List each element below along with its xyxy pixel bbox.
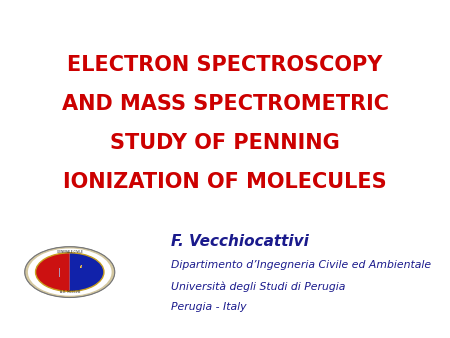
Polygon shape (70, 253, 104, 291)
Text: AND MASS SPECTROMETRIC: AND MASS SPECTROMETRIC (62, 94, 388, 114)
Ellipse shape (25, 247, 115, 297)
Text: ‘: ‘ (79, 265, 82, 275)
Polygon shape (36, 253, 70, 291)
Text: Università degli Studi di Perugia: Università degli Studi di Perugia (171, 281, 346, 292)
Text: STUDY OF PENNING: STUDY OF PENNING (110, 133, 340, 153)
Text: GENERALE CIVILE: GENERALE CIVILE (57, 250, 83, 254)
Text: A.D. MCCCVIII: A.D. MCCCVIII (59, 290, 80, 294)
Text: Perugia - Italy: Perugia - Italy (171, 302, 247, 312)
Text: IONIZATION OF MOLECULES: IONIZATION OF MOLECULES (63, 172, 387, 192)
Text: Dipartimento d’Ingegneria Civile ed Ambientale: Dipartimento d’Ingegneria Civile ed Ambi… (171, 260, 431, 270)
Text: F. Vecchiocattivi: F. Vecchiocattivi (171, 234, 309, 249)
Text: |: | (58, 268, 61, 276)
Text: ELECTRON SPECTROSCOPY: ELECTRON SPECTROSCOPY (68, 55, 382, 75)
Ellipse shape (28, 248, 112, 296)
